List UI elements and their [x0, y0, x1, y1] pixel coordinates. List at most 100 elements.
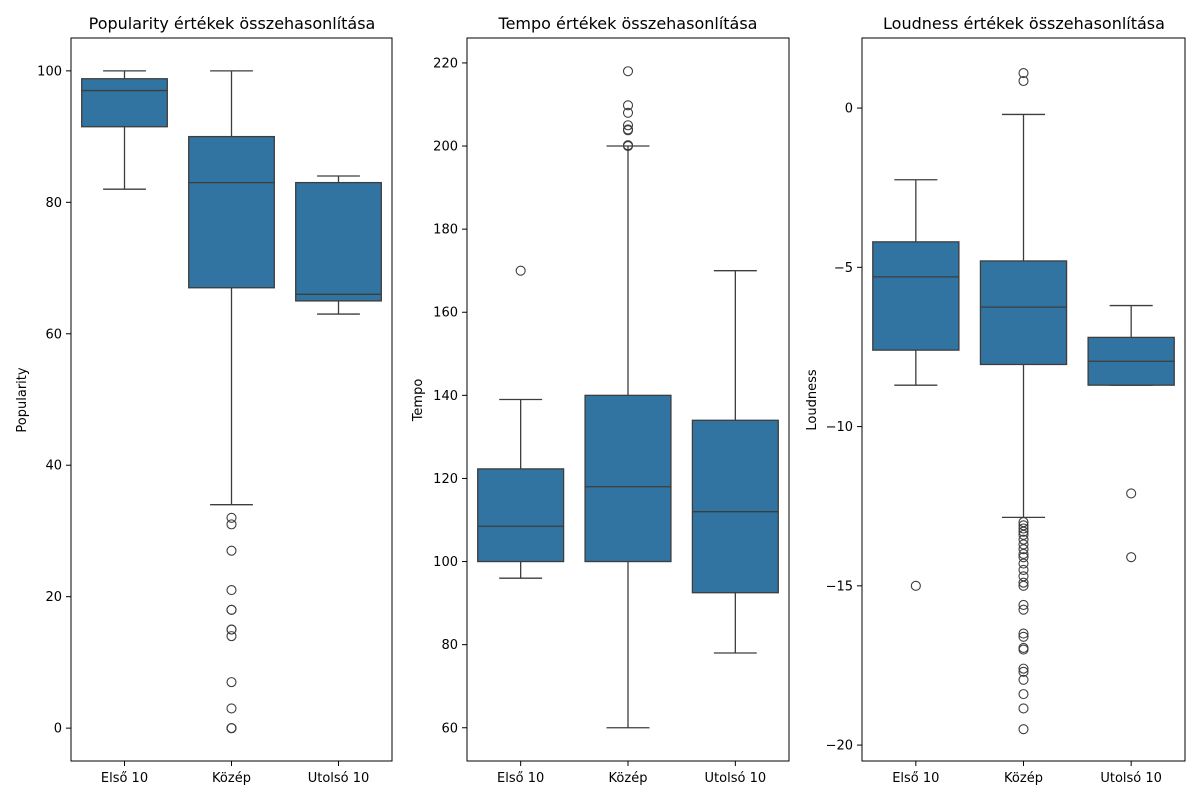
iqr-box	[872, 241, 960, 351]
y-tick-label: 100	[433, 555, 458, 570]
outlier-point	[1018, 548, 1029, 560]
outlier-point	[226, 585, 237, 596]
y-tick-label: 140	[433, 389, 458, 404]
outlier-point	[226, 703, 237, 714]
y-tick-label: 0	[54, 722, 62, 737]
iqr-box	[477, 468, 565, 563]
outlier-point	[622, 66, 634, 77]
x-tick-label: Közép	[609, 771, 648, 786]
outlier-point	[1018, 674, 1029, 685]
y-tick-label: 80	[45, 196, 62, 211]
x-tick-label: Utolsó 10	[1100, 771, 1162, 786]
iqr-box	[584, 394, 672, 563]
outlier-point	[1126, 488, 1137, 499]
outlier-point	[1018, 663, 1029, 674]
x-tick-label: Első 10	[101, 771, 148, 786]
y-tick-label: −5	[834, 261, 853, 276]
outlier-point	[1018, 564, 1029, 575]
iqr-box	[691, 419, 779, 594]
iqr-box	[295, 181, 382, 302]
outlier-point	[1018, 520, 1029, 531]
x-tick-label: Közép	[212, 771, 251, 786]
chart-title: Tempo értékek összehasonlítása	[498, 14, 758, 33]
outlier-point	[910, 580, 921, 591]
outlier-point	[226, 624, 237, 635]
y-tick-label: −10	[826, 420, 853, 435]
y-axis: 0 20 40 60 80 100	[37, 64, 71, 737]
outlier-point	[1018, 703, 1029, 714]
x-tick-label: Utolsó 10	[705, 771, 767, 786]
y-axis: 0 −5 −10 −15 −20	[826, 102, 862, 754]
tempo-panel: Tempo értékek összehasonlítása Tempo 60 8…	[411, 14, 790, 786]
outlier-point	[1018, 628, 1029, 639]
y-tick-label: 180	[433, 223, 458, 238]
loudness-panel: Loudness értékek összehasonlítása Loudne…	[805, 14, 1186, 786]
y-tick-label: 160	[433, 306, 458, 321]
outlier-point	[1018, 689, 1029, 700]
y-tick-label: 0	[845, 102, 853, 117]
outlier-point	[1018, 517, 1029, 528]
outlier-point	[622, 120, 634, 131]
outlier-point	[622, 107, 634, 118]
box-első-10	[81, 70, 168, 190]
outlier-point	[622, 100, 634, 111]
box-group	[872, 67, 1175, 735]
box-első-10	[477, 265, 565, 579]
y-tick-label: −15	[826, 579, 853, 594]
outlier-point	[1018, 577, 1029, 588]
outlier-point	[226, 519, 237, 530]
box-közép	[584, 66, 672, 729]
y-tick-label: 120	[433, 472, 458, 487]
outlier-point	[1018, 631, 1029, 642]
y-tick-label: 60	[441, 721, 458, 736]
outlier-point	[622, 125, 634, 136]
axes-frame	[861, 37, 1186, 762]
outlier-point	[1018, 534, 1029, 545]
box-utolsó-10	[295, 175, 382, 315]
outlier-point	[1018, 558, 1029, 569]
x-axis: Első 10 Közép Utolsó 10	[101, 761, 369, 786]
outlier-point	[1018, 644, 1029, 655]
popularity-panel: Popularity értékek összehasonlítása Popu…	[15, 14, 393, 786]
y-tick-label: 80	[441, 638, 458, 653]
x-tick-label: Közép	[1004, 771, 1043, 786]
iqr-box	[979, 260, 1068, 366]
outlier-point	[1018, 526, 1029, 537]
box-utolsó-10	[691, 270, 779, 654]
x-tick-label: Utolsó 10	[308, 771, 370, 786]
outlier-point	[1018, 552, 1029, 563]
outlier-point	[226, 512, 237, 523]
x-axis: Első 10 Közép Utolsó 10	[892, 761, 1162, 786]
axes-frame	[466, 37, 790, 762]
y-axis-label: Popularity	[15, 367, 30, 432]
iqr-box	[81, 78, 168, 128]
outlier-point	[226, 631, 237, 642]
y-tick-label: 40	[45, 459, 62, 474]
outlier-point	[226, 677, 237, 688]
outlier-point	[1018, 604, 1029, 615]
x-tick-label: Első 10	[497, 771, 544, 786]
y-tick-label: 220	[433, 56, 458, 71]
box-group	[477, 66, 779, 729]
outlier-point	[1018, 539, 1029, 550]
axes-frame	[70, 37, 393, 762]
box-közép	[188, 70, 275, 734]
outlier-point	[1018, 666, 1029, 677]
y-tick-label: 200	[433, 140, 458, 155]
y-tick-label: 60	[45, 327, 62, 342]
iqr-box	[188, 135, 275, 289]
outlier-point	[515, 265, 526, 276]
outlier-point	[1018, 580, 1029, 591]
box-közép	[979, 67, 1068, 735]
outlier-point	[622, 140, 634, 152]
y-axis: 60 80 100 120 140 160 180 200 220	[433, 56, 467, 736]
box-group	[81, 70, 382, 734]
outlier-point	[1018, 724, 1029, 735]
y-tick-label: 20	[45, 590, 62, 605]
chart-title: Loudness értékek összehasonlítása	[883, 14, 1165, 33]
box-utolsó-10	[1087, 304, 1175, 563]
outlier-point	[1018, 67, 1029, 79]
x-tick-label: Első 10	[892, 771, 939, 786]
